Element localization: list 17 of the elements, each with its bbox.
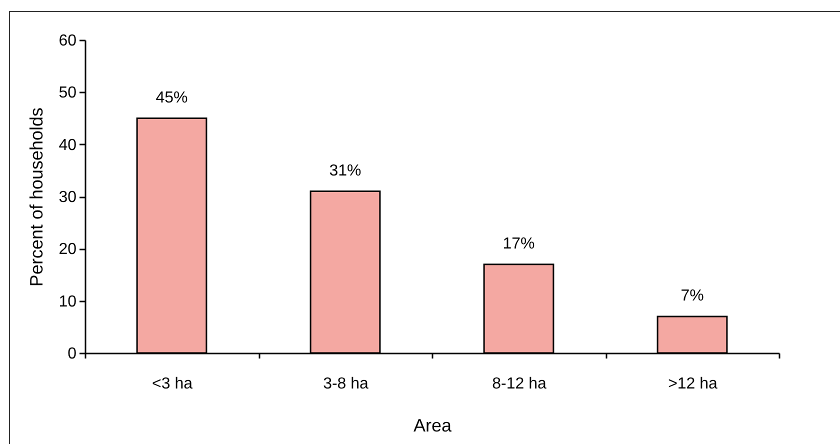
x-tick-label: 3-8 ha <box>323 376 369 392</box>
y-tick-label: 50 <box>58 84 77 102</box>
y-tick-label: 30 <box>58 189 77 206</box>
y-tick-label: 20 <box>58 241 77 258</box>
y-axis-title: Percent of households <box>26 107 47 287</box>
data-label: 17% <box>502 235 535 252</box>
y-tick-label: 0 <box>68 346 77 362</box>
x-tick-label: <3 ha <box>152 376 193 392</box>
data-label: 31% <box>329 162 362 180</box>
data-label: 45% <box>156 89 188 106</box>
y-tick-label: 40 <box>58 136 77 154</box>
x-axis-title: Area <box>413 416 452 436</box>
y-tick-label: 10 <box>58 293 77 310</box>
x-tick-label: 8-12 ha <box>492 376 546 392</box>
y-tick-label: 60 <box>58 32 77 50</box>
x-tick-label: >12 ha <box>668 376 718 392</box>
data-label: 7% <box>680 287 704 304</box>
